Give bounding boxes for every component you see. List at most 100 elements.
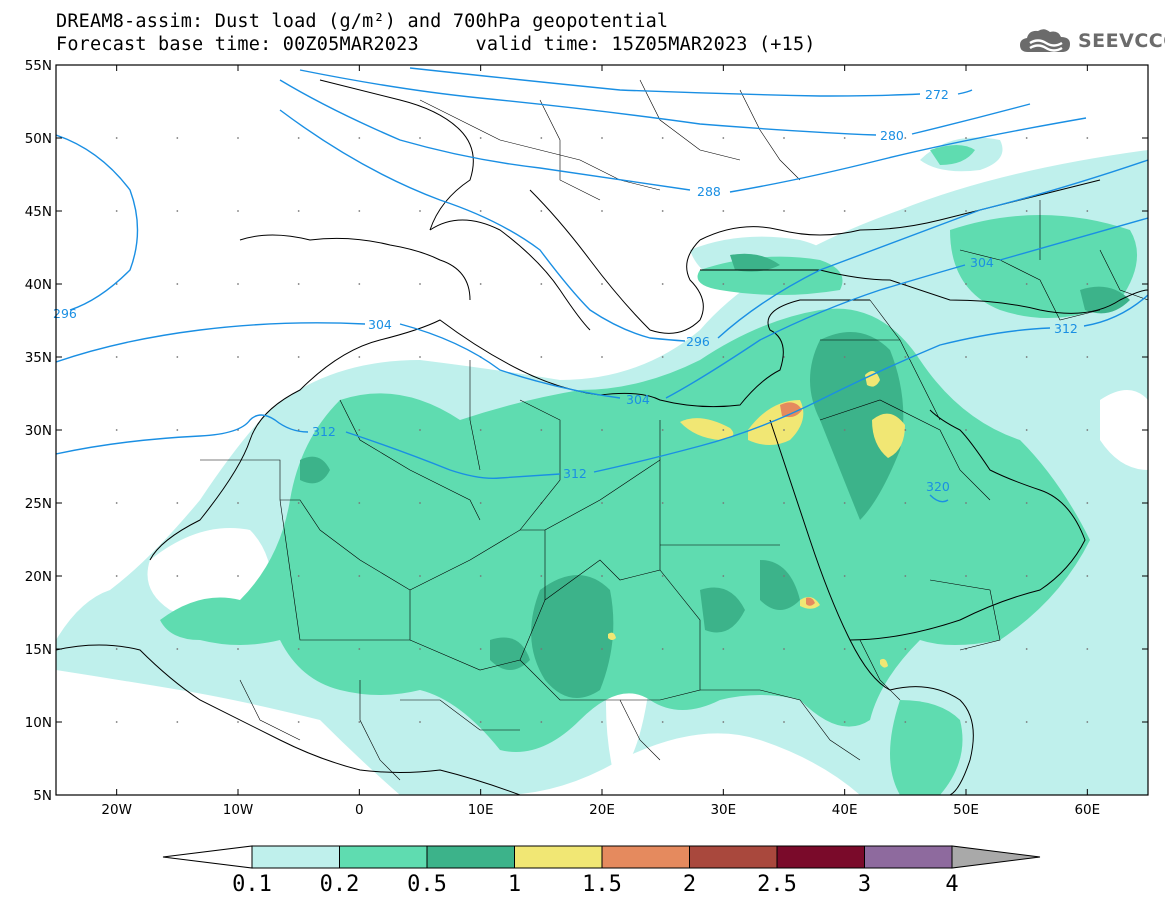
colorbar-label: 1.5 bbox=[582, 872, 622, 897]
graticule-dot bbox=[722, 575, 725, 577]
contour-312 bbox=[56, 294, 1148, 480]
graticule-dot bbox=[540, 575, 543, 577]
graticule-dot bbox=[965, 356, 967, 358]
colorbar-label: 0.5 bbox=[407, 872, 447, 897]
graticule-dot bbox=[965, 429, 967, 431]
colorbar-segment bbox=[251, 845, 340, 869]
graticule-dot bbox=[115, 356, 118, 358]
graticule-dot bbox=[843, 137, 846, 139]
colorbar-min-arrow bbox=[162, 845, 253, 869]
graticule-dot bbox=[1025, 210, 1028, 212]
graticule-dot bbox=[1025, 648, 1028, 650]
graticule-dot bbox=[115, 721, 118, 723]
graticule-dot bbox=[237, 575, 239, 577]
graticule-dot bbox=[843, 356, 846, 358]
coastlines bbox=[56, 79, 1148, 795]
lon-label: 60E bbox=[1074, 802, 1100, 818]
contour-320 bbox=[929, 494, 949, 503]
graticule-dot bbox=[419, 502, 421, 504]
graticule-dot bbox=[661, 575, 664, 577]
graticule-dot bbox=[176, 137, 179, 139]
graticule-dot bbox=[419, 721, 421, 723]
graticule-dot bbox=[540, 283, 543, 285]
graticule-dot bbox=[661, 210, 664, 212]
graticule-dot bbox=[904, 721, 907, 723]
graticule-dot bbox=[358, 283, 361, 285]
graticule-dot bbox=[540, 721, 543, 723]
graticule-dot bbox=[1086, 575, 1089, 577]
colorbar-label: 0.1 bbox=[232, 872, 272, 897]
colorbar-segment bbox=[339, 845, 428, 869]
graticule-dot bbox=[1086, 648, 1089, 650]
graticule-dot bbox=[843, 283, 846, 285]
graticule-dot bbox=[1086, 502, 1089, 504]
graticule-dot bbox=[661, 502, 664, 504]
contour-label-272: 272 bbox=[925, 87, 949, 102]
graticule-dot bbox=[419, 648, 421, 650]
graticule-dot bbox=[115, 429, 118, 431]
lon-label: 50E bbox=[953, 802, 979, 818]
graticule-dot bbox=[540, 429, 543, 431]
graticule-dot bbox=[783, 429, 785, 431]
graticule-dot bbox=[601, 210, 603, 212]
graticule-dot bbox=[358, 210, 361, 212]
graticule-dot bbox=[783, 575, 785, 577]
graticule-dot bbox=[661, 648, 664, 650]
graticule-dot bbox=[115, 210, 118, 212]
graticule-dot bbox=[297, 356, 300, 358]
lat-label: 5N bbox=[33, 788, 52, 804]
graticule-dot bbox=[237, 210, 239, 212]
colorbar-segment bbox=[601, 845, 690, 869]
graticule-dot bbox=[237, 502, 239, 504]
graticule-dot bbox=[965, 137, 967, 139]
graticule-dot bbox=[479, 283, 482, 285]
colorbar-segment bbox=[426, 845, 515, 869]
graticule-dot bbox=[965, 721, 967, 723]
graticule-dot bbox=[1086, 356, 1089, 358]
seevccc-logo: SEEVCCC bbox=[1018, 26, 1165, 56]
contour-280 bbox=[299, 69, 1031, 136]
graticule-dot bbox=[479, 502, 482, 504]
graticule bbox=[115, 137, 1089, 723]
graticule-dot bbox=[965, 283, 967, 285]
contour-label-296: 296 bbox=[686, 334, 710, 349]
graticule-dot bbox=[115, 502, 118, 504]
colorbar-label: 1 bbox=[508, 872, 521, 897]
graticule-dot bbox=[1086, 721, 1089, 723]
contour-label-304-east: 304 bbox=[970, 255, 994, 270]
lat-label: 45N bbox=[25, 204, 52, 220]
graticule-dot bbox=[1025, 721, 1028, 723]
graticule-dot bbox=[419, 137, 421, 139]
graticule-dot bbox=[843, 648, 846, 650]
contour-label-304: 304 bbox=[626, 392, 650, 407]
graticule-dot bbox=[358, 356, 361, 358]
colorbar: 0.1 0.2 0.5 1 1.5 2 2.5 3 4 bbox=[162, 845, 1041, 897]
graticule-dot bbox=[722, 356, 725, 358]
lon-label: 20E bbox=[589, 802, 615, 818]
colorbar-label: 3 bbox=[858, 872, 871, 897]
graticule-dot bbox=[843, 575, 846, 577]
graticule-dot bbox=[783, 210, 785, 212]
graticule-dot bbox=[601, 648, 603, 650]
graticule-dot bbox=[237, 283, 239, 285]
graticule-dot bbox=[540, 648, 543, 650]
lat-label: 15N bbox=[25, 642, 52, 658]
graticule-dot bbox=[783, 648, 785, 650]
country-borders bbox=[200, 79, 1148, 781]
logo-text: SEEVCCC bbox=[1078, 30, 1165, 52]
graticule-dot bbox=[419, 283, 421, 285]
graticule-dot bbox=[297, 648, 300, 650]
graticule-dot bbox=[297, 502, 300, 504]
graticule-dot bbox=[176, 502, 179, 504]
graticule-dot bbox=[601, 502, 603, 504]
contour-label-312-west: 312 bbox=[312, 424, 336, 439]
graticule-dot bbox=[237, 356, 239, 358]
graticule-dot bbox=[1086, 137, 1089, 139]
graticule-dot bbox=[1086, 283, 1089, 285]
graticule-dot bbox=[904, 137, 907, 139]
graticule-dot bbox=[297, 575, 300, 577]
graticule-dot bbox=[479, 575, 482, 577]
graticule-dot bbox=[176, 721, 179, 723]
contour-label-312: 312 bbox=[563, 466, 587, 481]
lat-label: 50N bbox=[25, 131, 52, 147]
